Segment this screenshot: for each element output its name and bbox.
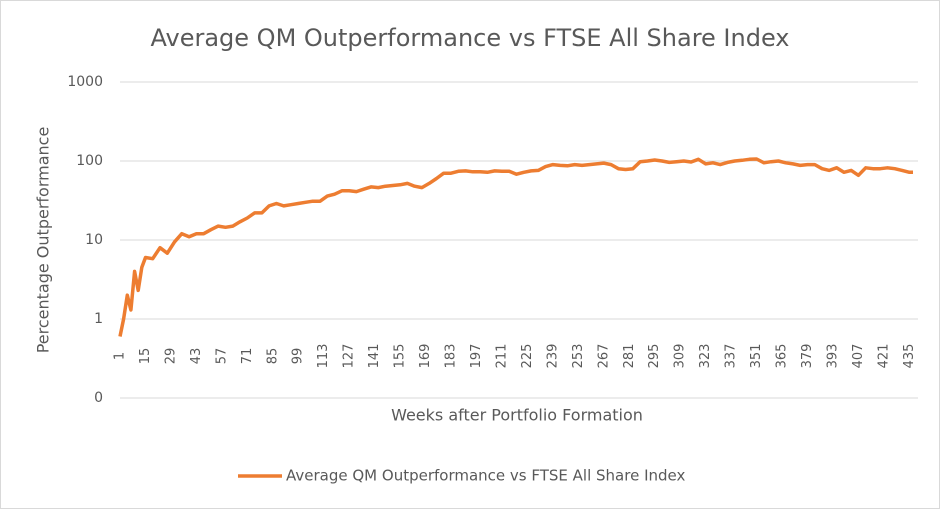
- x-tick-label: 421: [876, 344, 891, 369]
- x-tick-label: 57: [214, 348, 229, 365]
- x-tick-label: 393: [825, 344, 840, 369]
- x-tick-label: 29: [163, 348, 178, 365]
- x-tick-label: 281: [622, 344, 637, 369]
- x-tick-label: 267: [596, 344, 611, 369]
- legend-label: Average QM Outperformance vs FTSE All Sh…: [286, 467, 685, 485]
- x-tick-label: 85: [265, 348, 280, 365]
- x-axis-title: Weeks after Portfolio Formation: [391, 406, 643, 425]
- x-tick-label: 337: [724, 344, 739, 369]
- x-tick-label: 169: [418, 344, 433, 369]
- x-tick-label: 15: [138, 348, 153, 365]
- x-tick-label: 113: [316, 344, 331, 369]
- x-tick-label: 99: [291, 348, 306, 365]
- x-tick-label: 309: [673, 344, 688, 369]
- x-tick-label: 239: [545, 344, 560, 369]
- x-tick-label: 141: [367, 344, 382, 369]
- x-tick-label: 365: [775, 344, 790, 369]
- x-tick-label: 407: [851, 344, 866, 369]
- chart-title: Average QM Outperformance vs FTSE All Sh…: [151, 24, 790, 52]
- x-tick-label: 225: [520, 344, 535, 369]
- x-tick-label: 197: [469, 344, 484, 369]
- line-series: [118, 157, 913, 337]
- x-tick-label: 183: [444, 344, 459, 369]
- y-tick-label: 1: [94, 311, 103, 327]
- x-tick-label: 435: [902, 344, 917, 369]
- y-tick-label: 1000: [67, 74, 103, 90]
- x-tick-label: 211: [494, 344, 509, 369]
- y-tick-label: 10: [85, 232, 103, 248]
- y-axis-title: Percentage Outperformance: [34, 127, 53, 354]
- x-tick-label: 295: [647, 344, 662, 369]
- x-tick-label: 379: [800, 344, 815, 369]
- y-tick-label: 100: [76, 153, 103, 169]
- x-tick-label: 71: [240, 348, 255, 365]
- y-tick-label: 0: [94, 390, 103, 406]
- x-tick-label: 351: [749, 344, 764, 369]
- x-tick-label: 253: [571, 344, 586, 369]
- x-tick-label: 323: [698, 344, 713, 369]
- x-tick-label: 155: [393, 344, 408, 369]
- x-tick-label: 43: [189, 348, 204, 365]
- x-tick-label: 1: [113, 352, 128, 360]
- x-tick-label: 127: [342, 344, 357, 369]
